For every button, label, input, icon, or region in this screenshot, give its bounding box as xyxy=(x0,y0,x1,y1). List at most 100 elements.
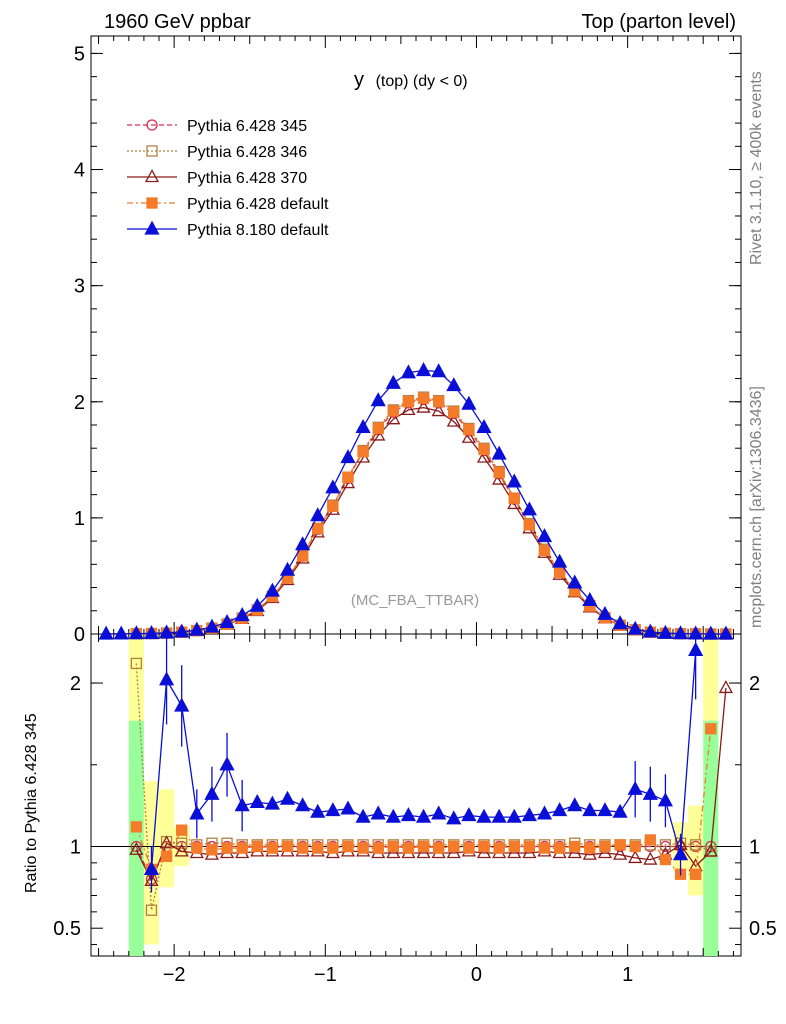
ratio-series-point xyxy=(129,841,144,855)
main-series-point xyxy=(387,405,399,417)
main-series-point xyxy=(340,449,356,464)
ratio-series-point xyxy=(279,790,296,805)
ratio-series-point xyxy=(642,785,658,800)
main-y-tick-label: 1 xyxy=(74,508,85,530)
main-series-point xyxy=(295,536,311,551)
legend-label: Pythia 8.180 default xyxy=(187,222,329,239)
plot-title-rest: (top) (dy < 0) xyxy=(376,73,468,90)
main-series-point xyxy=(642,623,658,638)
ratio-series-point xyxy=(582,802,598,817)
ratio-series-point xyxy=(629,840,641,853)
ratio-series-point xyxy=(461,807,477,822)
ratio-series-point xyxy=(312,842,324,854)
analysis-watermark: (MC_FBA_TTBAR) xyxy=(351,592,479,609)
main-series-point xyxy=(612,615,628,630)
legend-marker xyxy=(146,119,158,131)
ratio-series-point xyxy=(130,840,142,853)
main-series-point xyxy=(402,396,415,408)
ratio-y-tick-label-right: 2 xyxy=(749,673,760,695)
main-series-point xyxy=(219,614,235,629)
ratio-series-point xyxy=(493,842,505,854)
ratio-series-point xyxy=(266,842,279,854)
ratio-series-point xyxy=(521,807,537,822)
main-series-point xyxy=(386,411,401,425)
header-right: Top (parton level) xyxy=(581,11,736,33)
ratio-band-3 xyxy=(159,789,175,888)
ratio-series-point xyxy=(446,810,462,825)
ratio-series-point xyxy=(599,840,611,853)
main-series-point xyxy=(325,479,341,494)
ratio-series-3 xyxy=(130,723,717,880)
ratio-series-point xyxy=(130,657,142,670)
main-series-point xyxy=(415,362,432,377)
ratio-series-point xyxy=(612,803,628,818)
ratio-series-point xyxy=(433,842,445,854)
ratio-series-point xyxy=(643,851,658,865)
main-series-point xyxy=(493,466,505,479)
main-y-tick-label: 0 xyxy=(74,624,85,646)
main-series-point xyxy=(264,582,280,597)
ratio-series-point xyxy=(355,808,371,823)
main-series-point xyxy=(463,423,475,436)
main-series-point xyxy=(312,523,324,535)
ratio-series-point xyxy=(174,843,189,857)
main-series-point xyxy=(357,446,369,458)
main-series-point xyxy=(553,566,566,579)
ratio-series-point xyxy=(310,803,326,818)
main-series-point xyxy=(597,605,613,620)
ratio-series-point xyxy=(614,839,626,851)
main-series-point xyxy=(98,625,114,640)
ratio-series-point xyxy=(690,839,702,851)
main-series-point xyxy=(385,374,401,389)
ratio-series-point xyxy=(174,697,190,712)
ratio-plot-frame xyxy=(90,633,742,957)
ratio-series-point xyxy=(657,792,674,807)
ratio-series-point xyxy=(176,837,188,849)
main-series-point xyxy=(401,402,416,416)
main-series-point xyxy=(567,574,583,589)
ratio-series-point xyxy=(506,808,522,823)
ratio-series-point xyxy=(705,723,717,735)
ratio-series-point xyxy=(295,797,311,812)
main-series-point xyxy=(703,625,719,640)
ratio-series-point xyxy=(597,802,613,817)
main-y-tick-label: 5 xyxy=(74,43,85,65)
main-series-point xyxy=(372,422,384,435)
ratio-series-point xyxy=(296,842,309,854)
main-series-point xyxy=(310,507,326,522)
ratio-series-point xyxy=(159,835,174,849)
main-series-point xyxy=(491,445,507,460)
ratio-series-point xyxy=(612,846,628,860)
ratio-series-point xyxy=(688,641,704,656)
ratio-series-point xyxy=(552,802,568,817)
main-series-point xyxy=(204,618,220,633)
legend-entry-1: Pythia 6.428 346 xyxy=(127,144,307,161)
ratio-series-point xyxy=(463,842,475,854)
main-series xyxy=(98,362,734,640)
ratio-series-point xyxy=(553,842,566,854)
main-series-point xyxy=(476,418,492,433)
main-series-point xyxy=(416,399,431,413)
main-series-point xyxy=(174,623,190,638)
side-text-bottom: mcplots.cern.ch [arXiv:1306.3436] xyxy=(748,386,765,628)
ratio-series-2 xyxy=(129,680,733,886)
main-series-point xyxy=(370,392,386,407)
ratio-series-point xyxy=(327,842,339,854)
main-series-point xyxy=(249,597,265,612)
legend-label: Pythia 6.428 default xyxy=(187,196,329,213)
legend-label: Pythia 6.428 370 xyxy=(187,170,307,187)
ratio-series-1 xyxy=(130,657,717,916)
ratio-series-line xyxy=(135,687,727,883)
ratio-series-point xyxy=(130,821,142,833)
ratio-series-point xyxy=(628,850,643,864)
main-series-point xyxy=(536,528,553,543)
main-series-point xyxy=(718,625,734,640)
ratio-y-tick-label: 1 xyxy=(70,836,81,858)
ratio-series-point xyxy=(672,846,689,861)
main-series-point xyxy=(478,443,490,456)
main-series-point xyxy=(431,363,447,378)
ratio-series-point xyxy=(538,842,551,854)
main-series-point xyxy=(461,395,477,410)
main-series-point xyxy=(433,396,445,408)
ratio-series-point xyxy=(234,797,250,812)
